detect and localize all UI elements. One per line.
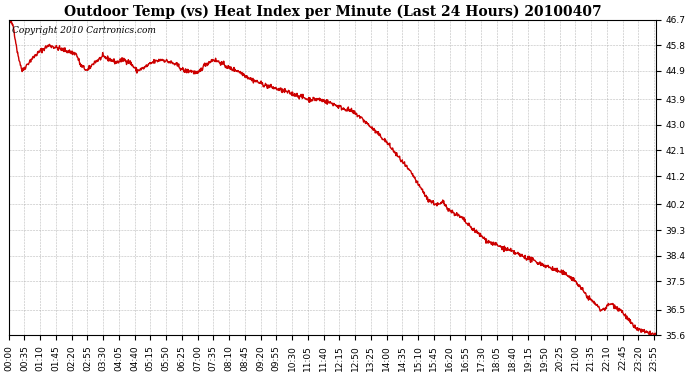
- Title: Outdoor Temp (vs) Heat Index per Minute (Last 24 Hours) 20100407: Outdoor Temp (vs) Heat Index per Minute …: [63, 4, 601, 18]
- Text: Copyright 2010 Cartronics.com: Copyright 2010 Cartronics.com: [12, 26, 156, 35]
